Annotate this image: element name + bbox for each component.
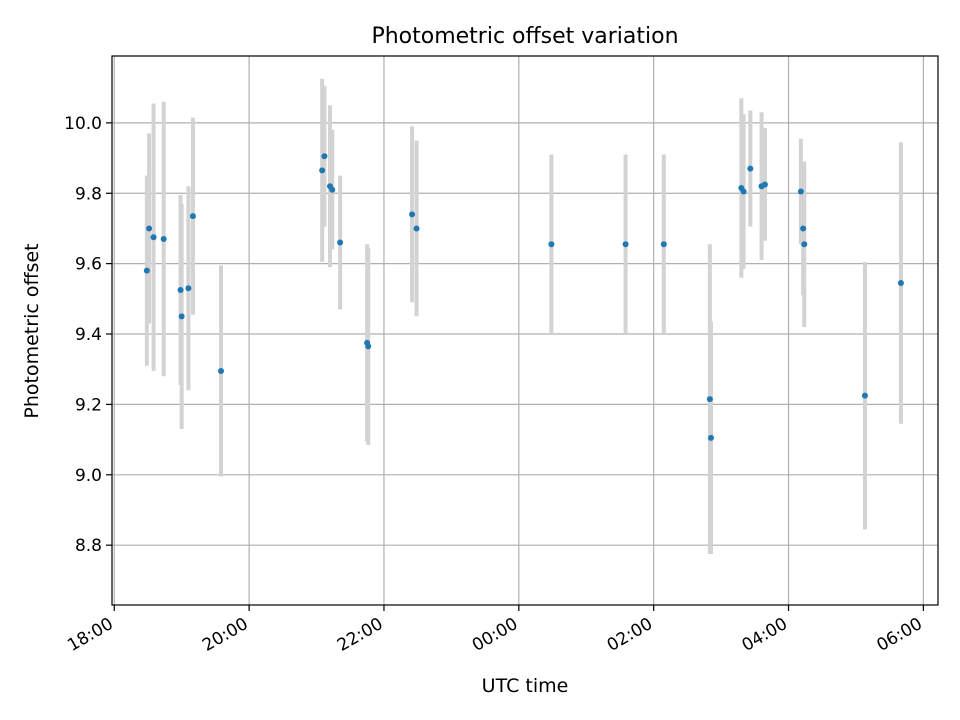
- data-point: [761, 181, 768, 188]
- y-tick-label: 9.2: [75, 395, 102, 415]
- y-tick-label: 9.8: [75, 184, 102, 204]
- x-axis-label: UTC time: [482, 675, 569, 697]
- data-point: [548, 241, 555, 248]
- data-point: [897, 279, 904, 286]
- data-point: [409, 211, 416, 218]
- data-point: [747, 165, 754, 172]
- data-point: [321, 153, 328, 160]
- plot-area: [112, 56, 938, 605]
- data-point: [413, 225, 420, 232]
- data-point: [218, 367, 225, 374]
- data-point: [740, 188, 747, 195]
- data-point: [178, 313, 185, 320]
- y-tick-label: 10.0: [64, 114, 102, 134]
- y-tick-label: 9.0: [75, 466, 102, 486]
- data-point: [707, 434, 714, 441]
- data-point: [319, 167, 326, 174]
- data-point: [800, 225, 807, 232]
- data-points: [143, 153, 904, 441]
- data-point: [797, 188, 804, 195]
- data-point: [146, 225, 153, 232]
- data-point: [861, 392, 868, 399]
- data-point: [706, 396, 713, 403]
- data-point: [185, 285, 192, 292]
- y-tick-label: 9.4: [75, 325, 102, 345]
- data-point: [622, 241, 629, 248]
- data-point: [329, 186, 336, 193]
- data-point: [150, 234, 157, 241]
- data-point: [143, 267, 150, 274]
- y-tick-label: 9.6: [75, 255, 102, 275]
- data-point: [801, 241, 808, 248]
- data-point: [365, 343, 372, 350]
- y-tick-label: 8.8: [75, 536, 102, 556]
- data-point: [177, 287, 184, 294]
- data-point: [337, 239, 344, 246]
- plot-frame: [111, 55, 939, 606]
- data-point: [660, 241, 667, 248]
- y-axis-ticks: 8.8 9.0 9.2 9.4 9.6 9.8 10.0: [64, 114, 112, 556]
- y-axis-label: Photometric offset: [21, 243, 43, 418]
- chart-title: Photometric offset variation: [371, 24, 678, 49]
- data-point: [160, 236, 167, 242]
- data-point: [189, 213, 196, 220]
- grid-lines: [112, 56, 938, 605]
